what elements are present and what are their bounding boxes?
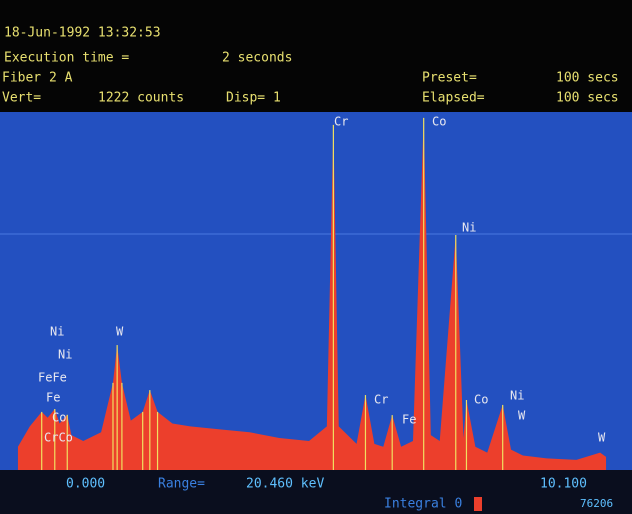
range-label: Range= [158, 477, 205, 492]
peak-label: Cr [374, 393, 388, 407]
counter: 76206 [580, 497, 613, 510]
elapsed-label: Elapsed= [422, 91, 485, 106]
peak-label: Fe [46, 391, 60, 405]
footer-bar [0, 470, 632, 514]
disp: Disp= 1 [226, 91, 281, 106]
integral: Integral 0 [384, 497, 462, 512]
plot-area [0, 112, 632, 470]
vert-label: Vert= [2, 91, 41, 106]
peak-label: FeFe [38, 371, 67, 385]
peak-label: W [598, 431, 606, 445]
peak-label: Co [432, 115, 446, 129]
peak-label: Co [52, 411, 66, 425]
elapsed-value: 100 secs [556, 91, 619, 106]
range-value: 20.460 keV [246, 477, 324, 492]
peak-label: Co [474, 393, 488, 407]
vert-value: 1222 counts [98, 91, 184, 106]
spectrum-area [17, 117, 607, 470]
peak-label: Ni [462, 221, 476, 235]
datetime: 18-Jun-1992 13:32:53 [4, 26, 161, 41]
peak-label: Ni [58, 348, 72, 362]
x-max-label: 10.100 [540, 477, 587, 492]
preset-label: Preset= [422, 71, 477, 86]
peak-label: Cr [334, 115, 348, 129]
sample: Fiber 2 A [2, 71, 73, 86]
x-min-label: 0.000 [66, 477, 105, 492]
execution-value: 2 seconds [222, 51, 292, 66]
execution-label: Execution time = [4, 51, 129, 66]
peak-label: W [116, 325, 124, 339]
peak-label: W [518, 409, 526, 423]
peak-label: Ni [50, 325, 64, 339]
peak-label: CrCo [44, 431, 73, 445]
peak-label: Ni [510, 389, 524, 403]
peak-label: Fe [402, 413, 416, 427]
preset-value: 100 secs [556, 71, 619, 86]
integral-marker [474, 497, 482, 511]
